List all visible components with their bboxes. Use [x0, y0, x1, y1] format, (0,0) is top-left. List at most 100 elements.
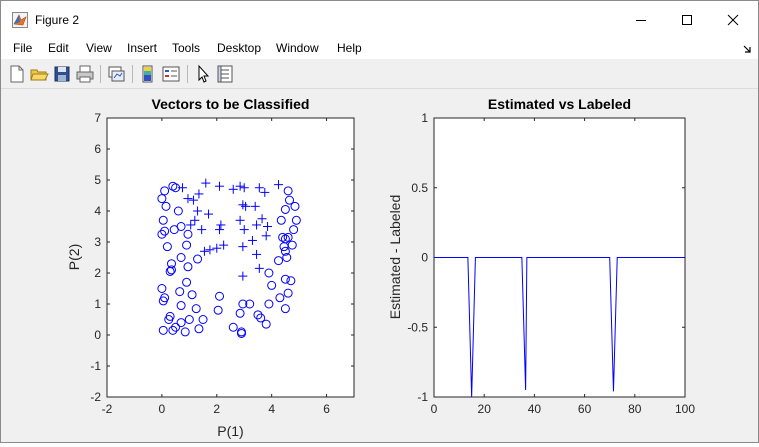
menu-tools[interactable]: Tools	[172, 41, 201, 55]
scatter-xlabel: P(1)	[217, 423, 243, 439]
data-point-plus	[241, 201, 251, 211]
data-point-circle	[280, 246, 290, 256]
data-point-plus	[250, 201, 260, 211]
data-point-circle	[290, 201, 300, 211]
data-point-circle	[283, 186, 293, 196]
close-button[interactable]	[710, 1, 756, 39]
menu-edit[interactable]: Edit	[48, 41, 69, 55]
data-point-plus	[239, 225, 249, 235]
data-point-circle	[182, 277, 192, 287]
toolbar-separator	[100, 65, 101, 83]
y-tick-label: 7	[94, 111, 101, 125]
data-point-plus	[235, 181, 245, 191]
data-point-circle	[235, 308, 245, 318]
data-point-plus	[235, 215, 245, 225]
data-point-circle	[245, 299, 255, 309]
menu-file[interactable]: File	[13, 41, 33, 55]
data-point-circle	[191, 304, 201, 314]
scatter-axes-box	[106, 117, 355, 398]
link-plot-icon[interactable]	[106, 64, 126, 84]
data-point-circle	[286, 276, 296, 286]
x-tick-label: 0	[159, 402, 166, 416]
data-point-circle	[187, 290, 197, 300]
data-point-plus	[274, 180, 284, 190]
data-point-circle	[287, 240, 297, 250]
data-point-circle	[213, 305, 223, 315]
data-point-plus	[199, 246, 209, 256]
insert-legend-icon[interactable]	[161, 64, 181, 84]
data-point-plus	[201, 178, 211, 188]
data-point-circle	[184, 315, 194, 324]
menu-insert[interactable]: Insert	[127, 41, 158, 55]
data-point-circle	[164, 315, 174, 324]
difference-axes[interactable]: Estimated vs Labeled Estimated - Labeled…	[387, 96, 695, 416]
x-tick-label: 60	[578, 402, 592, 416]
open-file-icon[interactable]	[29, 64, 49, 84]
data-point-circle	[183, 229, 193, 239]
data-point-plus	[238, 271, 248, 281]
edit-plot-arrow-icon[interactable]	[193, 64, 213, 84]
data-point-circle	[261, 319, 271, 329]
data-point-plus	[186, 220, 196, 230]
menu-bar: File Edit View Insert Tools Desktop Wind…	[1, 39, 758, 59]
scatter-axes[interactable]: Vectors to be Classified P(1) P(2) -2 0 2 4…	[66, 96, 355, 439]
title-bar[interactable]: Figure 2	[1, 1, 758, 39]
data-point-circle	[228, 322, 238, 332]
data-point-plus	[212, 243, 222, 253]
data-point-plus	[239, 183, 249, 193]
data-point-plus	[261, 231, 271, 241]
data-point-circle	[168, 181, 178, 191]
y-tick-label: -0.5	[407, 320, 428, 334]
figure-canvas[interactable]: Vectors to be Classified P(1) P(2) -2 0 2 4…	[2, 90, 758, 442]
plots-svg: Vectors to be Classified P(1) P(2) -2 0 2 4…	[66, 96, 695, 439]
data-point-plus	[254, 183, 264, 193]
scatter-ylabel: P(2)	[66, 244, 82, 270]
data-point-circle	[193, 254, 203, 264]
data-point-plus	[238, 242, 248, 252]
y-tick-label: 0	[421, 251, 428, 265]
y-tick-label: -2	[90, 390, 101, 404]
minimize-button[interactable]	[618, 1, 664, 39]
scatter-title: Vectors to be Classified	[152, 96, 310, 112]
data-point-plus	[216, 220, 226, 230]
data-point-plus	[204, 209, 214, 219]
data-point-circle	[165, 266, 175, 276]
menu-window[interactable]: Window	[276, 41, 319, 55]
data-point-circle	[291, 215, 301, 225]
dock-arrow-icon[interactable]	[742, 44, 752, 54]
print-icon[interactable]	[75, 64, 95, 84]
data-point-circle	[176, 253, 186, 262]
data-point-circle	[182, 240, 192, 250]
x-tick-label: 80	[628, 402, 642, 416]
window-title: Figure 2	[35, 13, 80, 27]
data-point-circle	[283, 232, 293, 242]
data-point-circle	[267, 280, 277, 290]
maximize-button[interactable]	[664, 1, 710, 39]
data-point-circle	[194, 324, 204, 334]
data-point-circle	[157, 229, 167, 239]
data-point-circle	[215, 291, 225, 301]
y-tick-label: 3	[94, 235, 101, 249]
maximize-icon	[682, 15, 692, 25]
save-icon[interactable]	[52, 64, 72, 84]
data-point-circle	[161, 201, 171, 211]
menu-view[interactable]: View	[86, 41, 112, 55]
data-point-circle	[280, 274, 290, 284]
data-point-circle	[180, 327, 190, 337]
data-point-circle	[183, 262, 193, 272]
data-point-circle	[171, 322, 181, 332]
data-point-circle	[253, 310, 263, 320]
matlab-figure-icon	[12, 12, 28, 28]
data-point-circle	[285, 195, 295, 205]
data-point-plus	[252, 220, 262, 230]
property-inspector-icon[interactable]	[215, 64, 235, 84]
menu-help[interactable]: Help	[337, 41, 362, 55]
new-figure-icon[interactable]	[7, 64, 27, 84]
toolbar-separator	[187, 65, 188, 83]
data-point-circle	[264, 268, 274, 278]
toolbar-separator	[132, 65, 133, 83]
insert-colorbar-icon[interactable]	[138, 64, 158, 84]
data-point-plus	[205, 245, 215, 255]
menu-desktop[interactable]: Desktop	[217, 41, 262, 55]
y-tick-label: 0.5	[411, 181, 428, 195]
